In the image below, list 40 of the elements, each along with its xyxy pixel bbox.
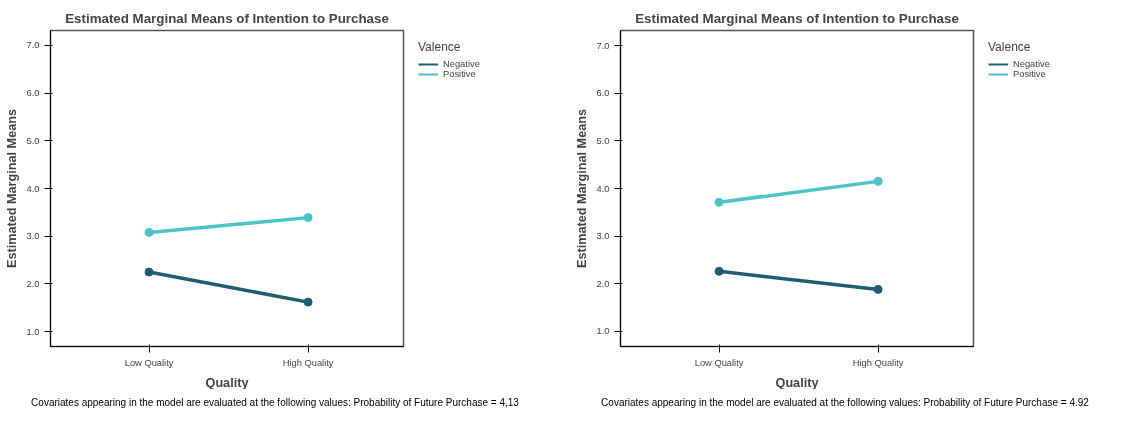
y-tick-label: 5.0 xyxy=(26,135,40,146)
legend-title: Valence xyxy=(988,40,1032,54)
point xyxy=(714,266,724,276)
text: Covariates appearing in the model are evaluated at the following values: Probability of Future Purchase = 4.92 xyxy=(600,396,1090,410)
chart-title: Estimated Marginal Means of Intention to Purchase xyxy=(635,10,959,26)
y-tick-label: 7.0 xyxy=(26,40,40,51)
legend-label: Negative xyxy=(443,59,480,69)
y-tick-label: 2.0 xyxy=(26,278,40,289)
y-tick-label: 2.0 xyxy=(596,278,610,289)
legend-label: Positive xyxy=(1013,69,1046,79)
x-axis-title: Quality xyxy=(205,375,249,390)
point xyxy=(714,197,724,207)
y-tick-label: 7.0 xyxy=(596,40,610,51)
y-tick-label: 6.0 xyxy=(26,88,40,99)
y-tick-label: 1.0 xyxy=(596,326,610,337)
y-tick-label: 4.0 xyxy=(26,183,40,194)
chart-title: Estimated Marginal Means of Intention to Purchase xyxy=(65,10,389,26)
point xyxy=(144,227,154,237)
legend-label: Positive xyxy=(443,69,476,79)
text: Covariates appearing in the model are evaluated at the following values: Probability of Future Purchase = 4,13 xyxy=(30,396,520,410)
x-tick-label: High Quality xyxy=(282,357,334,368)
x-axis-title: Quality xyxy=(775,375,819,390)
y-tick-label: 1.0 xyxy=(26,326,40,337)
x-tick-label: High Quality xyxy=(852,357,904,368)
y-axis-title: Estimated Marginal Means xyxy=(574,109,589,268)
y-tick-label: 3.0 xyxy=(596,231,610,242)
point xyxy=(303,297,313,307)
y-tick-label: 5.0 xyxy=(596,135,610,146)
x-tick-label: Low Quality xyxy=(124,357,174,368)
y-tick-label: 4.0 xyxy=(596,183,610,194)
y-tick-label: 3.0 xyxy=(26,231,40,242)
legend-label: Negative xyxy=(1013,59,1050,69)
legend-title: Valence xyxy=(418,40,462,54)
y-axis-title: Estimated Marginal Means xyxy=(4,109,19,268)
point xyxy=(303,213,313,223)
x-tick-label: Low Quality xyxy=(694,357,744,368)
y-tick-label: 6.0 xyxy=(596,88,610,99)
point xyxy=(873,176,883,186)
point xyxy=(873,284,883,294)
point xyxy=(144,267,154,277)
